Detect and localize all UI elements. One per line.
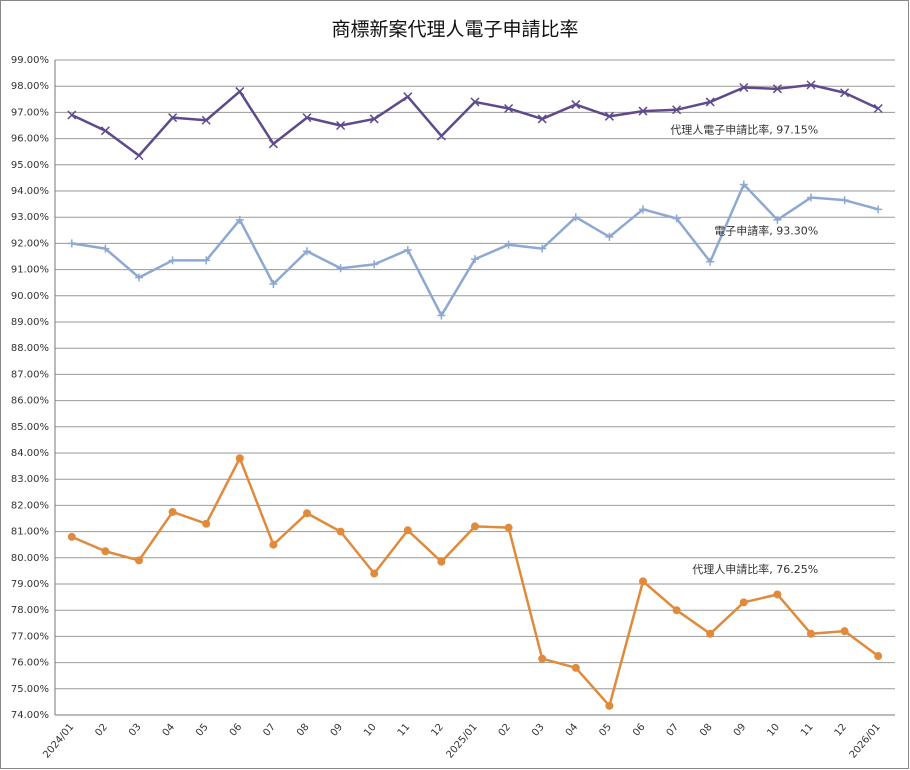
y-tick-label: 85.00% [11,422,49,433]
y-tick-label: 81.00% [11,527,49,538]
y-tick-label: 90.00% [11,291,49,302]
point [505,524,513,532]
point [572,664,580,672]
point [740,598,748,606]
y-tick-label: 89.00% [11,317,49,328]
series-annotation: 代理人申請比率, 76.25% [692,562,818,576]
y-tick-label: 78.00% [11,605,49,616]
y-tick-label: 97.00% [11,107,49,118]
point [841,627,849,635]
point [370,570,378,578]
y-tick-label: 86.00% [11,396,49,407]
point [673,606,681,614]
point [807,630,815,638]
y-tick-label: 99.00% [11,55,49,66]
point [169,508,177,516]
point [269,541,277,549]
y-tick-label: 87.00% [11,369,49,380]
y-tick-label: 75.00% [11,684,49,695]
y-tick-label: 98.00% [11,81,49,92]
point [538,655,546,663]
point [706,630,714,638]
point [605,702,613,710]
point [874,652,882,660]
y-tick-label: 91.00% [11,265,49,276]
y-tick-label: 83.00% [11,474,49,485]
point [101,547,109,555]
y-tick-label: 94.00% [11,186,49,197]
y-tick-label: 93.00% [11,212,49,223]
point [135,556,143,564]
point [437,558,445,566]
series-annotation: 代理人電子申請比率, 97.15% [670,122,818,136]
y-tick-label: 95.00% [11,160,49,171]
point [471,522,479,530]
y-tick-label: 84.00% [11,448,49,459]
chart-title: 商標新案代理人電子申請比率 [331,19,578,41]
point [68,533,76,541]
point [303,509,311,517]
point [236,454,244,462]
y-tick-label: 80.00% [11,553,49,564]
y-tick-label: 77.00% [11,631,49,642]
y-tick-label: 92.00% [11,238,49,249]
y-tick-label: 76.00% [11,658,49,669]
point [202,520,210,528]
point [639,577,647,585]
series-annotation: 電子申請率, 93.30% [714,223,818,237]
point [773,590,781,598]
y-tick-label: 88.00% [11,343,49,354]
y-tick-label: 74.00% [11,710,49,721]
y-tick-label: 79.00% [11,579,49,590]
y-tick-label: 82.00% [11,500,49,511]
point [337,528,345,536]
point [404,526,412,534]
y-tick-label: 96.00% [11,134,49,145]
